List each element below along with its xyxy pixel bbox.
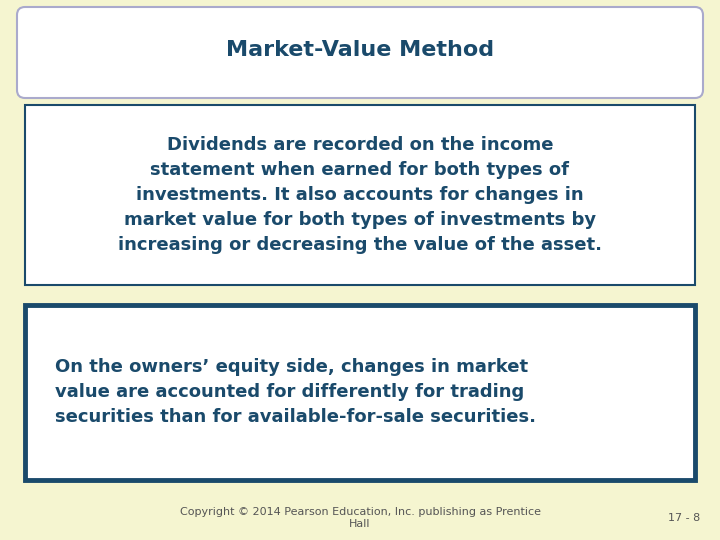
FancyBboxPatch shape [17,7,703,98]
FancyBboxPatch shape [25,105,695,285]
Text: 17 - 8: 17 - 8 [667,513,700,523]
Text: Copyright © 2014 Pearson Education, Inc. publishing as Prentice
Hall: Copyright © 2014 Pearson Education, Inc.… [179,507,541,529]
Text: On the owners’ equity side, changes in market
value are accounted for differentl: On the owners’ equity side, changes in m… [55,358,536,426]
Text: Market-Value Method: Market-Value Method [226,40,494,60]
FancyBboxPatch shape [25,305,695,480]
Text: Dividends are recorded on the income
statement when earned for both types of
inv: Dividends are recorded on the income sta… [118,136,602,254]
